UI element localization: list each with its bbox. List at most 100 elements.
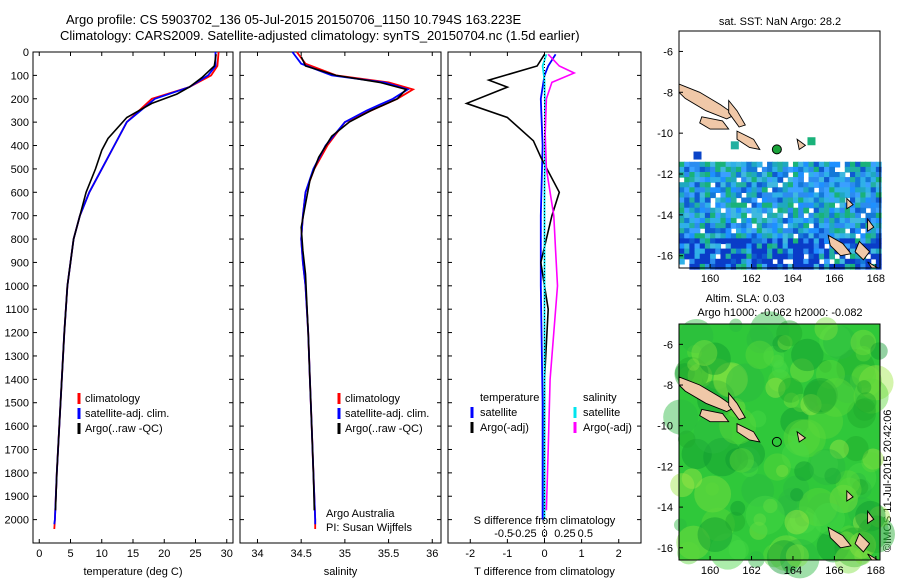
sst-cell (782, 166, 789, 173)
sst-cell (860, 238, 867, 245)
sst-cell (808, 202, 815, 209)
sst-cell (767, 177, 773, 183)
sst-cell (720, 248, 727, 255)
sst-cell (782, 233, 789, 239)
sla-blob (728, 539, 749, 561)
sst-cell (684, 166, 690, 173)
sst-cell (844, 207, 851, 214)
map-x-tick-label: 164 (784, 273, 802, 285)
sla-blob (835, 470, 861, 495)
sst-cell (725, 223, 732, 229)
sst-cell (849, 161, 856, 168)
sst-cell (870, 197, 877, 204)
sst-cell (865, 177, 872, 183)
sst-cell (798, 171, 804, 178)
sla-blob (776, 320, 803, 347)
sst-cell (792, 228, 799, 234)
sla-blob (787, 419, 826, 458)
sla-blob (855, 392, 877, 413)
sst-cell (699, 233, 706, 239)
sst-cell (684, 202, 690, 209)
sst-cell (824, 187, 830, 194)
sst-cell (787, 212, 794, 219)
sst-cell (741, 238, 747, 245)
sst-cell (694, 248, 701, 255)
sst-cell (839, 258, 846, 265)
sst-cell (834, 187, 841, 194)
sst-cell (782, 192, 789, 199)
sst-cell (699, 171, 706, 178)
sst-cell (818, 171, 825, 178)
sst-cell (824, 171, 830, 178)
sst-cell (824, 166, 830, 173)
sst-cell (720, 166, 727, 173)
sla-blob (772, 335, 791, 353)
sla-blob (763, 543, 787, 568)
sst-cell (782, 243, 789, 250)
sla-blob (694, 475, 732, 513)
sst-cell (684, 238, 690, 245)
sst-cell (865, 182, 872, 188)
sst-cell (746, 197, 753, 204)
sla-blob (745, 340, 774, 370)
sst-cell (725, 182, 732, 188)
y-tick-label: 1100 (5, 304, 29, 316)
legend-label: satellite (480, 407, 517, 419)
sst-cell (720, 202, 727, 209)
sst-cell (839, 238, 846, 245)
sst-cell (855, 161, 861, 168)
sst-cell (756, 238, 763, 245)
sst-cell (710, 238, 716, 245)
y-tick-label: 1800 (5, 468, 29, 480)
sst-cell (834, 223, 841, 229)
sla-blob (850, 365, 882, 397)
sla-blob (768, 369, 791, 392)
sst-cell (761, 197, 768, 204)
sst-cell (813, 248, 820, 255)
sst-cell (803, 263, 810, 270)
map-y-tick-label: -16 (657, 543, 673, 555)
sla-blob (740, 459, 759, 478)
sst-cell (720, 263, 727, 270)
sla-blob (862, 448, 884, 470)
x-tick-label: 36 (426, 548, 438, 560)
sst-cell (824, 161, 830, 168)
sst-cell (689, 243, 696, 250)
map-x-tick-label: 164 (784, 565, 802, 577)
sst-cell (818, 197, 825, 204)
map-x-tick-label: 162 (742, 273, 760, 285)
sst-cell (803, 233, 810, 239)
sst-cell (699, 212, 706, 219)
sst-cell (782, 217, 789, 224)
sst-cell (735, 187, 742, 194)
y-tick-label: 1500 (5, 398, 29, 410)
map-y-tick-label: -12 (657, 169, 673, 181)
sst-cell (761, 187, 768, 194)
legend-label: Argo(-adj) (583, 422, 632, 434)
sst-cell (849, 238, 856, 245)
sst-cell (710, 187, 716, 194)
sla-blob (847, 399, 877, 429)
x-tick-label: 30 (221, 548, 233, 560)
sst-cell (704, 258, 711, 265)
sst-cell (813, 258, 820, 265)
sst-cell (756, 263, 763, 270)
sst-cell (751, 171, 758, 178)
sst-cell (787, 187, 794, 194)
sla-blob (807, 492, 840, 525)
sst-cell (761, 238, 768, 245)
sst-cell (767, 166, 773, 173)
x-axis-label-temperature-profile: temperature (deg C) (83, 566, 182, 578)
sst-cell (818, 202, 825, 209)
map-y-tick-label: -6 (663, 46, 673, 58)
sst-cell (694, 166, 701, 173)
sst-cell (792, 263, 799, 270)
sst-cell (720, 192, 727, 199)
sst-cell (679, 197, 685, 204)
sst-cell (689, 212, 696, 219)
sla-blob (725, 448, 749, 471)
sst-cell (772, 238, 779, 245)
island-shape (867, 509, 875, 525)
sst-cell (730, 187, 737, 194)
